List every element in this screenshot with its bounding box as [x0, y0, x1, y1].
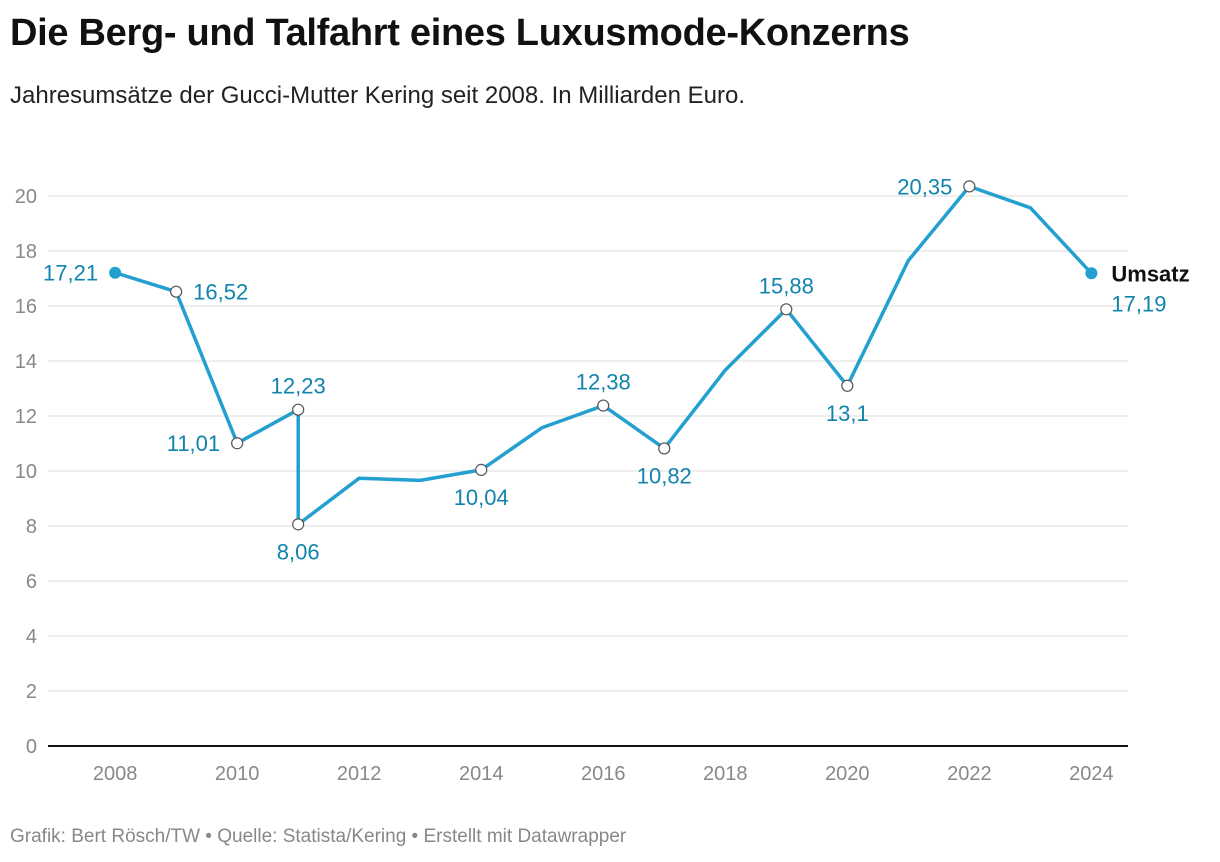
- data-point-2010: [231, 437, 244, 450]
- chart-subtitle: Jahresumsätze der Gucci-Mutter Kering se…: [10, 82, 745, 109]
- y-tick-label: 12: [15, 406, 37, 428]
- series-umsatz: [113, 184, 1094, 527]
- chart-title: Die Berg- und Talfahrt eines Luxusmode-K…: [10, 12, 910, 54]
- y-tick-label: 4: [26, 626, 37, 648]
- data-point-2016: [597, 399, 610, 412]
- y-tick-label: 8: [26, 516, 37, 538]
- data-point-2019: [780, 303, 793, 316]
- x-tick-label: 2018: [703, 763, 748, 785]
- data-point-2022: [963, 180, 976, 193]
- y-axis-ticks: 0 2 4 6 8 10 12 14 16 18 20: [15, 186, 37, 758]
- end-value-label: 17,19: [1111, 291, 1166, 316]
- x-tick-label: 2024: [1069, 763, 1114, 785]
- data-labels: 17,21 16,52 11,01 12,23 8,06 10,04 12,38 10,82 1…: [43, 174, 952, 564]
- x-tick-label: 2014: [459, 763, 504, 785]
- data-label: 10,04: [454, 485, 509, 510]
- data-point-2024: [1085, 267, 1098, 280]
- data-label: 8,06: [277, 539, 320, 564]
- series-line-umsatz: [113, 184, 1094, 527]
- data-label: 16,52: [193, 280, 248, 305]
- source-credit: Grafik: Bert Rösch/TW • Quelle: Statista…: [10, 826, 627, 847]
- data-point-2014: [475, 463, 488, 476]
- y-tick-label: 20: [15, 186, 37, 208]
- x-tick-label: 2012: [337, 763, 382, 785]
- data-label: 15,88: [759, 273, 814, 298]
- data-point-2020: [841, 379, 854, 392]
- y-tick-label: 2: [26, 681, 37, 703]
- data-point-2008: [109, 266, 122, 279]
- x-tick-label: 2008: [93, 763, 138, 785]
- y-tick-label: 18: [15, 241, 37, 263]
- data-point-2011: [292, 403, 305, 416]
- x-tick-label: 2020: [825, 763, 870, 785]
- data-label: 20,35: [897, 174, 952, 199]
- data-label: 10,82: [637, 463, 692, 488]
- data-point-2011: [292, 518, 305, 531]
- y-tick-label: 6: [26, 571, 37, 593]
- x-tick-label: 2016: [581, 763, 626, 785]
- data-markers: [109, 180, 1098, 531]
- x-tick-label: 2022: [947, 763, 992, 785]
- x-tick-label: 2010: [215, 763, 260, 785]
- y-tick-label: 16: [15, 296, 37, 318]
- data-label: 13,1: [826, 401, 869, 426]
- data-label: 11,01: [167, 431, 220, 456]
- data-point-2017: [658, 442, 671, 455]
- y-tick-label: 14: [15, 351, 37, 373]
- x-axis-ticks: 2008 2010 2012 2014 2016 2018 2020 2022 2024: [93, 763, 1114, 785]
- y-tick-label: 10: [15, 461, 37, 483]
- data-label: 12,38: [576, 370, 631, 395]
- data-point-2009: [170, 285, 183, 298]
- data-label: 17,21: [43, 261, 98, 286]
- data-label: 12,23: [271, 374, 326, 399]
- series-name-label: Umsatz: [1111, 261, 1189, 286]
- y-tick-label: 0: [26, 736, 37, 758]
